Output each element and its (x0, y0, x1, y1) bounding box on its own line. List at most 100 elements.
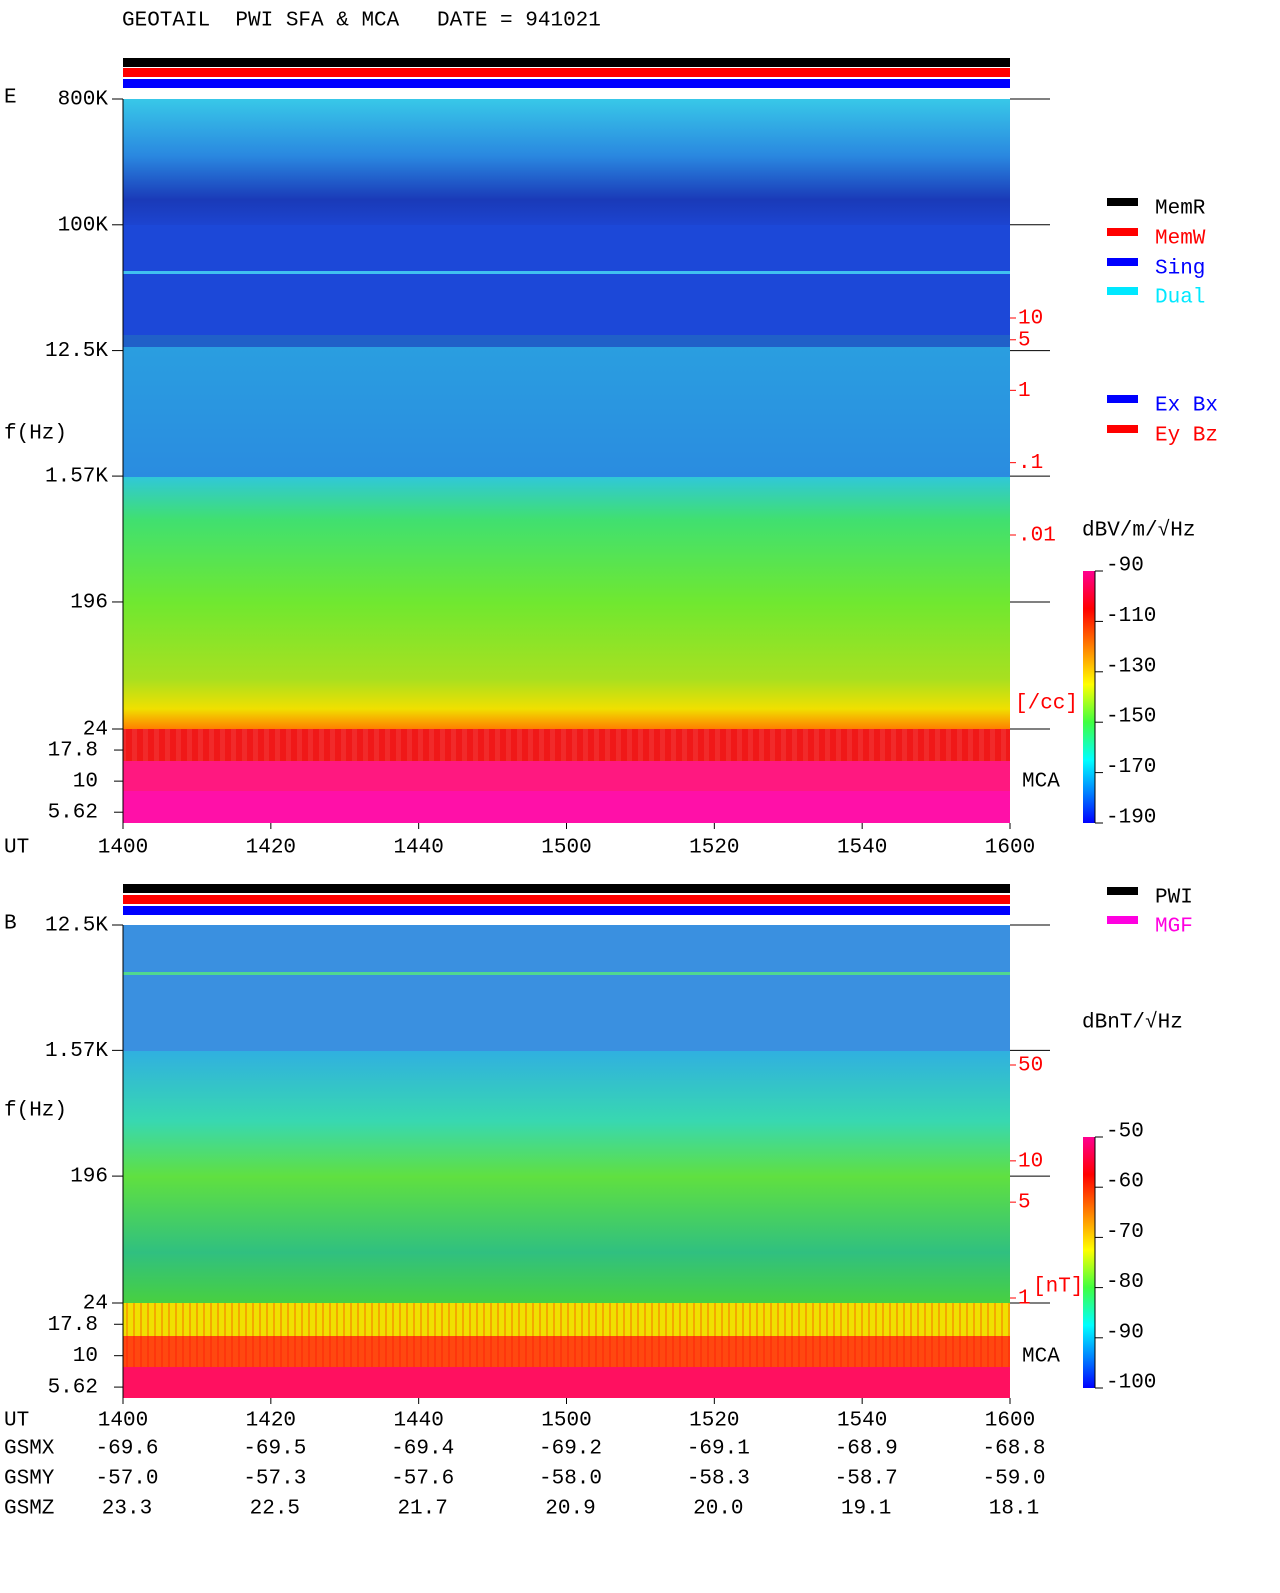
colorbar-tick-label: -190 (1106, 807, 1156, 830)
legend-swatch (1107, 228, 1138, 236)
orbit-row-label: GSMX (4, 1438, 55, 1461)
legend-label: Ex Bx (1155, 395, 1218, 418)
legend-label: Ey Bz (1155, 425, 1218, 448)
colorbar-label: dBV/m/√Hz (1082, 519, 1195, 543)
orbit-value: 21.7 (397, 1498, 447, 1521)
colorbar-tick-label: -80 (1106, 1271, 1144, 1294)
orbit-value: 22.5 (250, 1498, 300, 1521)
mca-tick-label: 5.62 (48, 1377, 98, 1400)
legend-label: MemR (1155, 198, 1206, 221)
x-tick-label: 1540 (837, 1410, 887, 1433)
mca-tick-label: 5.62 (48, 802, 98, 825)
orbit-value: 23.3 (102, 1498, 152, 1521)
legend-label: Dual (1155, 287, 1205, 310)
x-tick-label: 1500 (541, 1410, 591, 1433)
x-tick-label: 1420 (246, 837, 296, 860)
panel-label: E (4, 87, 17, 110)
orbit-value: -58.0 (539, 1468, 602, 1491)
colorbar-tick-label: -150 (1106, 706, 1156, 729)
y-tick-label: 24 (83, 719, 108, 742)
spectrogram-e (123, 99, 1010, 823)
x-tick-label: 1400 (98, 1410, 148, 1433)
orbit-value: -57.3 (243, 1468, 306, 1491)
colorbar-label: dBnT/√Hz (1082, 1011, 1183, 1035)
colorbar (1083, 1137, 1095, 1388)
orbit-row-label: GSMZ (4, 1498, 54, 1521)
orbit-value: 20.9 (545, 1498, 595, 1521)
mca-label: MCA (1022, 771, 1060, 794)
orbit-value: -57.6 (391, 1468, 454, 1491)
y2-tick-label: .1 (1018, 452, 1043, 475)
colorbar-tick-label: -60 (1106, 1171, 1144, 1194)
legend-swatch (1107, 425, 1138, 433)
orbit-value: -58.3 (687, 1468, 750, 1491)
colorbar-tick-label: -90 (1106, 1321, 1144, 1344)
legend-label: PWI (1155, 887, 1193, 910)
panel-label: B (4, 913, 17, 936)
x-axis-label: UT (4, 1410, 29, 1433)
legend-label: Sing (1155, 258, 1205, 281)
x-tick-label: 1520 (689, 1410, 739, 1433)
orbit-value: 18.1 (989, 1498, 1039, 1521)
colorbar-tick-label: -100 (1106, 1372, 1156, 1395)
legend-swatch (1107, 198, 1138, 206)
x-tick-label: 1400 (98, 837, 148, 860)
y-tick-label: 24 (83, 1293, 108, 1316)
y2-tick-label: 5 (1018, 329, 1031, 352)
x-tick-label: 1540 (837, 837, 887, 860)
legend-swatch (1107, 916, 1138, 924)
x-tick-label: 1600 (985, 837, 1035, 860)
spectrogram-b (123, 925, 1010, 1398)
y2-tick-label: .01 (1018, 525, 1056, 548)
orbit-value: -68.9 (835, 1438, 898, 1461)
legend-swatch (1107, 258, 1138, 266)
mca-tick-label: 10 (73, 1345, 98, 1368)
y-axis-label: f(Hz) (4, 423, 67, 446)
x-tick-label: 1600 (985, 1410, 1035, 1433)
legend-label: MGF (1155, 916, 1193, 939)
colorbar-tick-label: -90 (1106, 555, 1144, 578)
colorbar-tick-label: -110 (1106, 605, 1156, 628)
orbit-value: -69.5 (243, 1438, 306, 1461)
y2-tick-label: 1 (1018, 1288, 1031, 1311)
x-tick-label: 1520 (689, 837, 739, 860)
y2-tick-label: 5 (1018, 1192, 1031, 1215)
status-bars (123, 58, 1010, 915)
mca-label: MCA (1022, 1346, 1060, 1369)
y2-axis-label: [/cc] (1015, 693, 1078, 716)
mca-tick-label: 10 (73, 771, 98, 794)
orbit-value: 20.0 (693, 1498, 743, 1521)
legend-swatch (1107, 887, 1138, 895)
y-tick-label: 100K (58, 214, 109, 237)
orbit-value: -69.4 (391, 1438, 454, 1461)
y-tick-label: 196 (70, 1166, 108, 1189)
legend-label: MemW (1155, 228, 1206, 251)
y-tick-label: 196 (70, 592, 108, 615)
orbit-value: 19.1 (841, 1498, 891, 1521)
y2-tick-label: 1 (1018, 380, 1031, 403)
y2-tick-label: 10 (1018, 308, 1043, 331)
title: GEOTAIL PWI SFA & MCA DATE = 941021 (122, 10, 601, 33)
orbit-value: -57.0 (95, 1468, 158, 1491)
y2-axis-label: [nT] (1033, 1276, 1083, 1299)
orbit-value: -69.1 (687, 1438, 750, 1461)
y-tick-label: 12.5K (45, 340, 108, 363)
x-tick-label: 1420 (246, 1410, 296, 1433)
legend-swatch (1107, 287, 1138, 295)
y2-tick-label: 50 (1018, 1055, 1043, 1078)
colorbar (1083, 571, 1095, 823)
x-axis-label: UT (4, 837, 29, 860)
orbit-value: -59.0 (982, 1468, 1045, 1491)
x-tick-label: 1440 (393, 1410, 443, 1433)
x-tick-label: 1500 (541, 837, 591, 860)
mca-tick-label: 17.8 (48, 1314, 98, 1337)
y-tick-label: 800K (58, 89, 109, 112)
legend-swatch (1107, 395, 1138, 403)
y-axis-label: f(Hz) (4, 1100, 67, 1123)
orbit-row-label: GSMY (4, 1468, 55, 1491)
colorbar-tick-label: -170 (1106, 756, 1156, 779)
y2-tick-label: 10 (1018, 1150, 1043, 1173)
y-tick-label: 1.57K (45, 466, 108, 489)
